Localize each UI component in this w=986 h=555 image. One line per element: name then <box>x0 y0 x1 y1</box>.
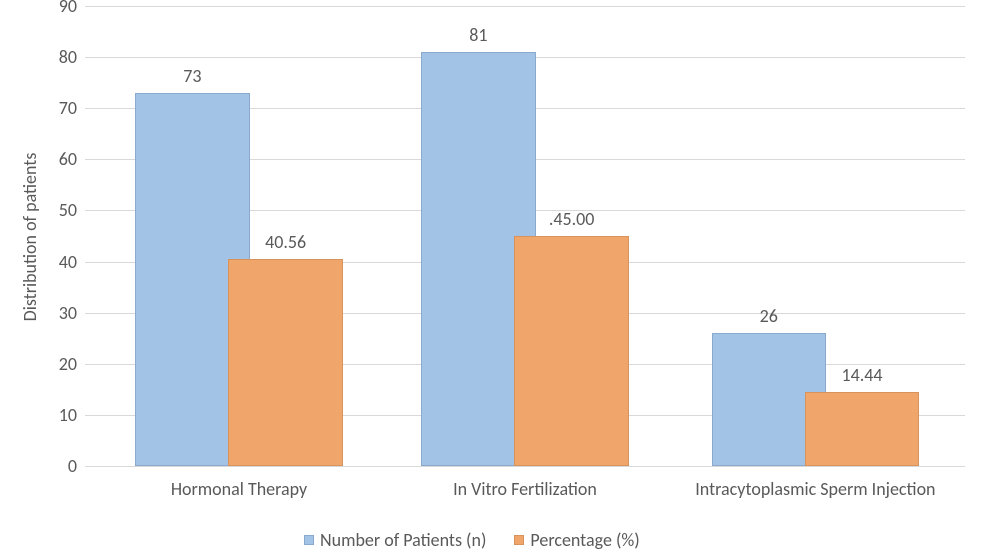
bar-value-label: 81 <box>469 24 487 46</box>
y-tick-label: 20 <box>59 353 85 375</box>
bar-value-label: 14.44 <box>842 364 883 386</box>
bar-value-label: 73 <box>183 65 201 87</box>
y-tick-label: 90 <box>59 0 85 17</box>
y-tick-label: 10 <box>59 404 85 426</box>
x-category-label: Intracytoplasmic Sperm Injection <box>695 478 935 500</box>
chart-container: Distribution of patients 0 10 20 30 40 50 60 70… <box>0 0 986 555</box>
legend-swatch <box>304 535 314 545</box>
legend-label: Number of Patients (n) <box>320 529 486 551</box>
y-tick-label: 70 <box>59 97 85 119</box>
legend-label: Percentage (%) <box>530 529 639 551</box>
x-category-label: In Vitro Fertilization <box>453 478 597 500</box>
bar-value-label: 26 <box>760 305 778 327</box>
legend: Number of Patients (n) Percentage (%) <box>304 529 640 551</box>
plot-area: 01020304050607080907340.5681.45.002614.4… <box>85 6 965 466</box>
legend-item: Number of Patients (n) <box>304 529 486 551</box>
y-tick-label: 0 <box>68 455 85 477</box>
y-tick-label: 30 <box>59 302 85 324</box>
y-tick-label: 80 <box>59 46 85 68</box>
bar <box>514 236 628 466</box>
gridline <box>85 466 965 467</box>
bar-value-label: .45.00 <box>549 208 595 230</box>
y-axis-label: Distribution of patients <box>19 137 41 337</box>
bar <box>228 259 342 466</box>
legend-item: Percentage (%) <box>514 529 639 551</box>
bar <box>805 392 919 466</box>
gridline <box>85 6 965 7</box>
y-tick-label: 60 <box>59 148 85 170</box>
bar-value-label: 40.56 <box>265 231 306 253</box>
y-tick-label: 40 <box>59 251 85 273</box>
x-category-label: Hormonal Therapy <box>171 478 307 500</box>
legend-swatch <box>514 535 524 545</box>
y-tick-label: 50 <box>59 199 85 221</box>
